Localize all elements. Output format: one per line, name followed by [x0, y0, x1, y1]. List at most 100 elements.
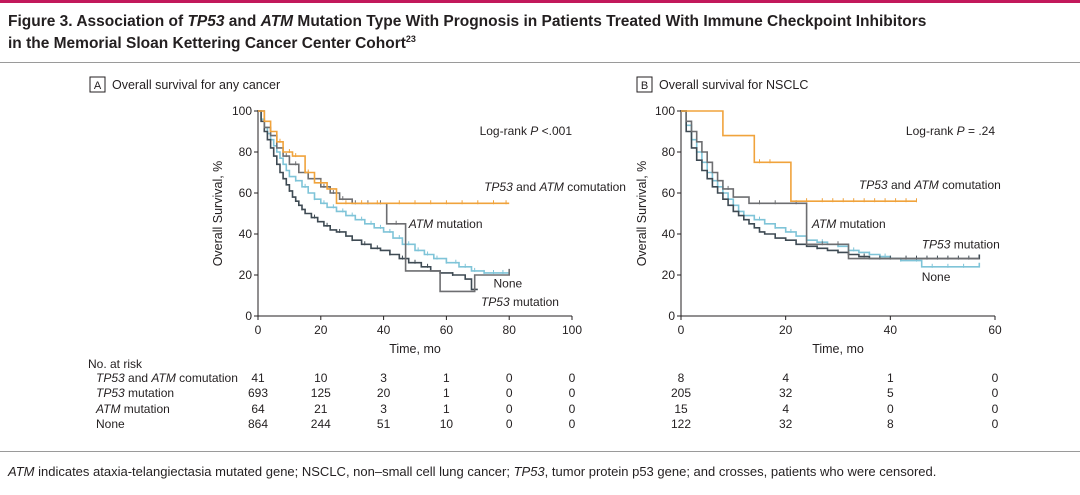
panel-a-tp53-label-part: mutation	[510, 295, 559, 309]
panel-a-comutation-label: TP53 and ATM comutation	[484, 180, 626, 194]
panel-b-letter: B	[641, 80, 648, 92]
panel-a-y-tick-label: 40	[239, 227, 253, 241]
panel-a-logrank-part: P	[530, 124, 538, 138]
panel-b-x-tick-label: 20	[779, 323, 793, 337]
panel-b-x-axis-label: Time, mo	[812, 342, 864, 356]
panel-b-at-risk-value: 4	[782, 402, 789, 416]
panel-a-at-risk-value: 1	[443, 386, 450, 400]
risk-table-row-label-part: ATM	[95, 402, 120, 416]
panel-a-at-risk-value: 64	[251, 402, 265, 416]
panel-a-at-risk-value: 0	[569, 402, 576, 416]
risk-table-row-label-part: TP53	[96, 386, 125, 400]
panel-b-at-risk-value: 1	[887, 371, 894, 385]
panel-a-comutation-label-part: and	[513, 180, 540, 194]
footnote: ATM indicates ataxia-telangiectasia muta…	[8, 464, 937, 479]
panel-b-comutation-label-part: comutation	[939, 178, 1001, 192]
panel-a-at-risk-value: 0	[569, 417, 576, 431]
panel-a-x-tick-label: 40	[377, 323, 391, 337]
panel-a-at-risk-value: 20	[377, 386, 391, 400]
panel-b-tp53-label: TP53 mutation	[922, 237, 1000, 251]
panel-b-y-tick-label: 0	[668, 309, 675, 323]
panel-a-tp53-label: TP53 mutation	[481, 295, 559, 309]
panel-b-tp53-label-part: TP53	[922, 237, 951, 251]
panel-a-x-tick-label: 60	[440, 323, 454, 337]
risk-table-row-label: ATM mutation	[95, 402, 170, 416]
panel-a-x-tick-label: 100	[562, 323, 582, 337]
panel-a-y-axis-label: Overall Survival, %	[211, 161, 225, 267]
panel-b-at-risk-value: 15	[674, 402, 688, 416]
figure-title-line2: in the Memorial Sloan Kettering Cancer C…	[8, 33, 416, 52]
risk-table-row-label: None	[96, 417, 125, 431]
panel-b-logrank-part: P	[957, 124, 965, 138]
panel-b-x-tick-label: 40	[884, 323, 898, 337]
panel-a-at-risk-value: 0	[506, 386, 513, 400]
panel-b-y-tick-label: 100	[655, 104, 675, 118]
panel-a-comutation-label-part: TP53	[484, 180, 513, 194]
panel-b-at-risk-value: 0	[992, 402, 999, 416]
panel-a-atm-label: ATM mutation	[408, 217, 483, 231]
panel-a-tp53-curve	[258, 110, 478, 291]
risk-table-row-label-part: mutation	[125, 386, 174, 400]
panel-b-at-risk-value: 8	[678, 371, 685, 385]
panel-a-at-risk-value: 1	[443, 402, 450, 416]
panel-a-x-axis-label: Time, mo	[389, 342, 441, 356]
panel-b-none-label-part: None	[922, 270, 951, 284]
panel-a-at-risk-value: 1	[443, 371, 450, 385]
panel-a-none-label-part: None	[494, 276, 523, 290]
figure-title-line1: Figure 3. Association of TP53 and ATM Mu…	[8, 13, 927, 30]
risk-table-row-label-part: TP53	[96, 371, 125, 385]
panel-b-at-risk-value: 0	[992, 386, 999, 400]
panel-a-atm-curve	[258, 110, 510, 293]
risk-table-row-label-part: and	[125, 371, 152, 385]
panel-b-logrank: Log-rank P = .24	[906, 124, 995, 138]
title-divider	[0, 62, 1080, 63]
panel-a-x-tick-label: 80	[503, 323, 517, 337]
panel-b-y-tick-label: 20	[662, 268, 676, 282]
panel-b-y-tick-label: 60	[662, 186, 676, 200]
panel-a-comutation-label-part: comutation	[564, 180, 626, 194]
panel-a-at-risk-value: 0	[569, 371, 576, 385]
panel-a-y-tick-label: 100	[232, 104, 252, 118]
panel-a-atm-label-part: ATM	[408, 217, 433, 231]
panel-b-at-risk-value: 4	[782, 371, 789, 385]
panel-a-atm-label-part: mutation	[433, 217, 482, 231]
risk-table-row-label-part: ATM	[150, 371, 175, 385]
risk-table-row-label: TP53 mutation	[96, 386, 174, 400]
panel-a-at-risk-value: 693	[248, 386, 268, 400]
panel-a-at-risk-value: 864	[248, 417, 268, 431]
panel-b-y-tick-label: 40	[662, 227, 676, 241]
panel-a-at-risk-value: 125	[311, 386, 331, 400]
panel-b-atm-label-part: mutation	[836, 217, 885, 231]
risk-table-row-label-part: None	[96, 417, 125, 431]
panel-b-x-tick-label: 60	[988, 323, 1002, 337]
panel-b-at-risk-value: 0	[887, 402, 894, 416]
panel-a-x-tick-label: 20	[314, 323, 328, 337]
panel-a-tp53-label-part: TP53	[481, 295, 510, 309]
panel-a-logrank-part: <.001	[538, 124, 572, 138]
panel-a-logrank: Log-rank P <.001	[480, 124, 573, 138]
panel-a-at-risk-value: 41	[251, 371, 265, 385]
panel-b-comutation-label: TP53 and ATM comutation	[859, 178, 1001, 192]
figure-title: Figure 3. Association of TP53 and ATM Mu…	[8, 11, 1068, 55]
panel-a-title: Overall survival for any cancer	[112, 78, 280, 92]
panel-a-at-risk-value: 3	[380, 371, 387, 385]
risk-table-row-label-part: comutation	[176, 371, 238, 385]
km-figure: A Overall survival for any cancer02040608…	[88, 76, 1002, 431]
panel-b-letter-box	[636, 76, 653, 93]
risk-table-row-label: TP53 and ATM comutation	[96, 371, 238, 385]
panel-b-atm-label: ATM mutation	[811, 217, 886, 231]
panel-b-at-risk-value: 5	[887, 386, 894, 400]
panel-a-x-tick-label: 0	[255, 323, 262, 337]
panel-a-comutation-label-part: ATM	[538, 180, 563, 194]
panel-a-letter: A	[94, 80, 102, 92]
footnote-divider	[0, 451, 1080, 452]
panel-b-at-risk-value: 0	[992, 371, 999, 385]
panel-a-y-tick-label: 80	[239, 145, 253, 159]
panel-b-at-risk-value: 32	[779, 386, 793, 400]
panel-a-y-tick-label: 60	[239, 186, 253, 200]
panel-b-comutation-label-part: TP53	[859, 178, 888, 192]
risk-table-row-label-part: mutation	[120, 402, 169, 416]
citation-ref: 23	[405, 33, 416, 44]
panel-b-x-tick-label: 0	[678, 323, 685, 337]
panel-a-at-risk-value: 51	[377, 417, 391, 431]
